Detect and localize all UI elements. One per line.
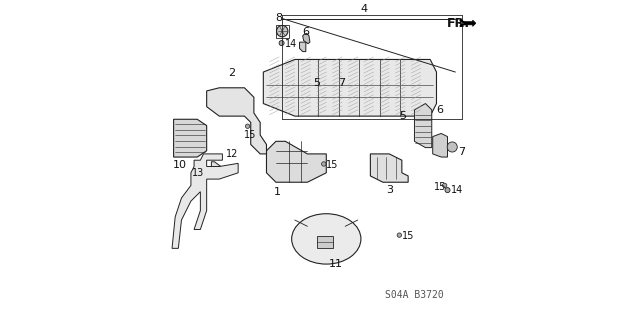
Text: 15: 15 — [326, 160, 339, 170]
Polygon shape — [173, 119, 207, 157]
Text: S04A B3720: S04A B3720 — [385, 290, 444, 300]
Circle shape — [245, 124, 250, 129]
Polygon shape — [415, 104, 432, 148]
Polygon shape — [433, 133, 447, 157]
Text: 15: 15 — [244, 130, 256, 140]
Polygon shape — [266, 141, 326, 182]
Text: 15: 15 — [402, 231, 414, 241]
Polygon shape — [211, 162, 224, 176]
Circle shape — [397, 233, 401, 237]
Text: 15: 15 — [433, 182, 446, 192]
Polygon shape — [464, 20, 476, 26]
Circle shape — [207, 171, 211, 175]
Ellipse shape — [292, 214, 361, 264]
Circle shape — [279, 41, 284, 46]
Polygon shape — [371, 154, 408, 182]
Polygon shape — [300, 42, 306, 52]
Text: 1: 1 — [274, 187, 281, 197]
Text: 5: 5 — [399, 111, 406, 121]
Text: 2: 2 — [228, 68, 236, 78]
Text: 5: 5 — [313, 78, 320, 88]
Circle shape — [445, 188, 450, 193]
Circle shape — [442, 183, 447, 188]
Text: 14: 14 — [285, 39, 298, 49]
Polygon shape — [172, 154, 238, 249]
Text: 8: 8 — [275, 13, 283, 23]
Text: 14: 14 — [451, 185, 463, 195]
Text: 11: 11 — [329, 259, 343, 269]
Text: 7: 7 — [339, 78, 346, 88]
Circle shape — [321, 162, 326, 166]
Text: 13: 13 — [192, 168, 204, 178]
Circle shape — [276, 26, 288, 37]
Text: 12: 12 — [225, 149, 238, 159]
Text: FR.: FR. — [447, 17, 470, 30]
Polygon shape — [263, 59, 436, 116]
Text: 6: 6 — [436, 105, 444, 115]
Text: 4: 4 — [360, 4, 367, 14]
Text: 7: 7 — [458, 147, 466, 157]
Polygon shape — [317, 236, 333, 249]
Text: 10: 10 — [173, 160, 187, 170]
Text: 3: 3 — [386, 185, 393, 195]
Circle shape — [447, 142, 457, 152]
Polygon shape — [303, 33, 310, 44]
Text: 6: 6 — [302, 27, 309, 37]
Polygon shape — [207, 88, 266, 154]
